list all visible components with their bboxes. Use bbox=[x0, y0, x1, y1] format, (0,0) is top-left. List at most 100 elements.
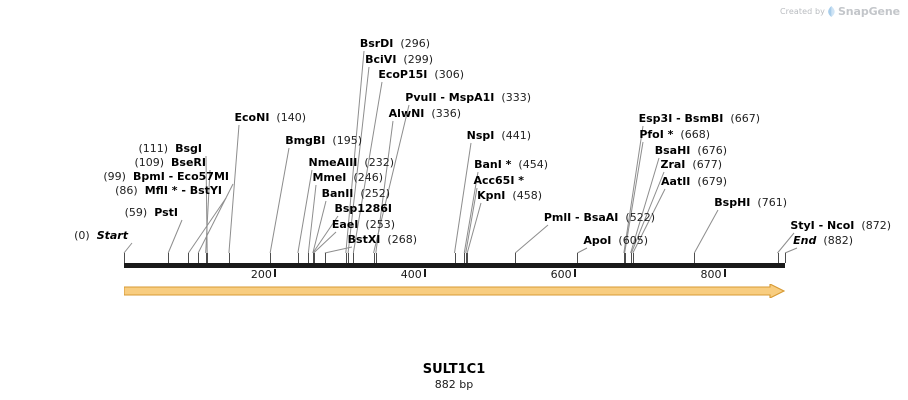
enzyme-label-mflI-bstYI[interactable]: (86) MflI * - BstYI bbox=[115, 185, 222, 197]
site-position: (140) bbox=[276, 111, 306, 124]
site-tick bbox=[270, 253, 271, 263]
enzyme-label-kpnI[interactable]: KpnI (458) bbox=[477, 190, 542, 202]
enzyme-name: BpmI bbox=[132, 170, 165, 183]
leader-lines bbox=[123, 50, 798, 254]
leader-line-pfoI bbox=[624, 141, 644, 254]
site-position: (246) bbox=[353, 171, 383, 184]
enzyme-label-apoI[interactable]: ApoI (605) bbox=[583, 235, 648, 247]
site-position: (333) bbox=[501, 91, 531, 104]
enzyme-label-alwNI[interactable]: AlwNI (336) bbox=[389, 108, 461, 120]
enzyme-name: BsrDI bbox=[359, 37, 394, 50]
leader-line-ecoNI bbox=[228, 124, 240, 254]
enzyme-label-pmlI-bsaAI[interactable]: PmlI - BsaAI (522) bbox=[544, 212, 655, 224]
watermark-prefix: Created by bbox=[779, 7, 825, 16]
site-position: (253) bbox=[365, 218, 395, 231]
leader-line-bsrDI bbox=[345, 50, 365, 254]
enzyme-label-bseRI[interactable]: (109) BseRI bbox=[134, 157, 206, 169]
enzyme-name: BsaHI bbox=[654, 144, 691, 157]
enzyme-label-banII[interactable]: BanII (252) bbox=[322, 188, 390, 200]
enzyme-label-bsrDI[interactable]: BsrDI (296) bbox=[360, 38, 430, 50]
enzyme-name: StyI bbox=[790, 219, 815, 232]
leader-line-eaeI bbox=[313, 231, 337, 254]
leader-line-bstXI bbox=[324, 246, 353, 254]
leader-line-end bbox=[784, 247, 798, 254]
site-position: (336) bbox=[431, 107, 461, 120]
site-position: (99) bbox=[103, 170, 126, 183]
label-separator: - bbox=[814, 219, 828, 232]
enzyme-label-styI-ncoI[interactable]: StyI - NcoI (872) bbox=[790, 220, 891, 232]
leader-line-banII bbox=[312, 200, 327, 254]
enzyme-label-start[interactable]: (0) Start bbox=[74, 230, 128, 242]
enzyme-label-ecoNI[interactable]: EcoNI (140) bbox=[235, 112, 306, 124]
enzyme-label-banI[interactable]: BanI * (454) bbox=[474, 159, 548, 171]
enzyme-label-bpmI-eco57MI[interactable]: (99) BpmI - Eco57MI bbox=[103, 171, 229, 183]
site-position: (668) bbox=[680, 128, 710, 141]
site-tick bbox=[346, 253, 347, 263]
site-position: (454) bbox=[518, 158, 548, 171]
site-tick bbox=[625, 253, 626, 263]
enzyme-label-pfoI[interactable]: PfoI * (668) bbox=[639, 129, 710, 141]
enzyme-label-nmeAIII[interactable]: NmeAIII (232) bbox=[308, 157, 394, 169]
enzyme-label-esp3I-bsmBI[interactable]: Esp3I - BsmBI (667) bbox=[639, 113, 760, 125]
enzyme-label-aatII[interactable]: AatII (679) bbox=[661, 176, 727, 188]
site-tick bbox=[633, 253, 634, 263]
enzyme-name: MmeI bbox=[312, 171, 347, 184]
enzyme-name: AatII bbox=[661, 175, 691, 188]
enzyme-name: KpnI bbox=[477, 189, 506, 202]
site-position: (299) bbox=[403, 53, 433, 66]
site-position: (86) bbox=[115, 184, 138, 197]
leader-line-alwNI bbox=[375, 120, 394, 254]
enzyme-name: Eco57MI bbox=[177, 170, 229, 183]
site-tick bbox=[313, 253, 314, 263]
leader-line-bsp1286I bbox=[312, 215, 339, 254]
leader-line-bmgBI bbox=[269, 147, 290, 254]
enzyme-label-bspHI[interactable]: BspHI (761) bbox=[714, 197, 787, 209]
leader-line-start bbox=[123, 242, 133, 254]
site-tick bbox=[314, 253, 315, 263]
leader-line-kpnI bbox=[466, 202, 482, 254]
enzyme-label-end[interactable]: End (882) bbox=[793, 235, 853, 247]
enzyme-label-pvuII-mspA1I[interactable]: PvuII - MspA1I (333) bbox=[405, 92, 531, 104]
site-position: (111) bbox=[138, 142, 169, 155]
enzyme-label-pstI[interactable]: (59) PstI bbox=[125, 207, 178, 219]
site-position: (458) bbox=[512, 189, 542, 202]
leader-line-zraI bbox=[630, 171, 665, 254]
site-tick bbox=[694, 253, 695, 263]
ruler-label: 600 bbox=[550, 268, 572, 281]
leader-line-nspI bbox=[454, 142, 472, 254]
enzyme-name: Bsp1286I bbox=[334, 202, 392, 215]
enzyme-label-bsp1286I[interactable]: Bsp1286I bbox=[334, 203, 392, 215]
enzyme-name: EcoP15I bbox=[378, 68, 428, 81]
enzyme-name: EaeI bbox=[331, 218, 359, 231]
enzyme-label-bciVI[interactable]: BciVI (299) bbox=[365, 54, 433, 66]
site-tick bbox=[325, 253, 326, 263]
leader-line-pmlI-bsaAI bbox=[514, 224, 549, 254]
enzyme-label-eaeI[interactable]: EaeI (253) bbox=[332, 219, 395, 231]
site-tick bbox=[188, 253, 189, 263]
leader-line-aatII bbox=[632, 188, 666, 254]
enzyme-label-bsaHI[interactable]: BsaHI (676) bbox=[655, 145, 727, 157]
watermark-brand: SnapGene bbox=[837, 5, 900, 18]
enzyme-label-mmeI[interactable]: MmeI (246) bbox=[312, 172, 383, 184]
sequence-axis-bar bbox=[124, 263, 785, 268]
site-position: (0) bbox=[74, 229, 90, 242]
site-tick bbox=[353, 253, 354, 263]
leader-line-ecoP15I bbox=[352, 81, 383, 254]
enzyme-label-bmgBI[interactable]: BmgBI (195) bbox=[285, 135, 362, 147]
site-position: (441) bbox=[501, 129, 531, 142]
enzyme-label-acc65I[interactable]: Acc65I * bbox=[473, 175, 524, 187]
site-position: (676) bbox=[697, 144, 727, 157]
enzyme-label-bstXI[interactable]: BstXI (268) bbox=[348, 234, 417, 246]
enzyme-label-bsgI[interactable]: (111) BsgI bbox=[139, 143, 203, 155]
site-position: (268) bbox=[387, 233, 417, 246]
site-position: (761) bbox=[757, 196, 787, 209]
site-tick bbox=[168, 253, 169, 263]
enzyme-label-nspI[interactable]: NspI (441) bbox=[467, 130, 531, 142]
site-position: (679) bbox=[697, 175, 727, 188]
site-tick bbox=[624, 253, 625, 263]
site-tick bbox=[631, 253, 632, 263]
enzyme-name: EcoNI bbox=[234, 111, 270, 124]
enzyme-name: BsmBI bbox=[684, 112, 724, 125]
enzyme-label-zraI[interactable]: ZraI (677) bbox=[660, 159, 722, 171]
enzyme-label-ecoP15I[interactable]: EcoP15I (306) bbox=[378, 69, 464, 81]
